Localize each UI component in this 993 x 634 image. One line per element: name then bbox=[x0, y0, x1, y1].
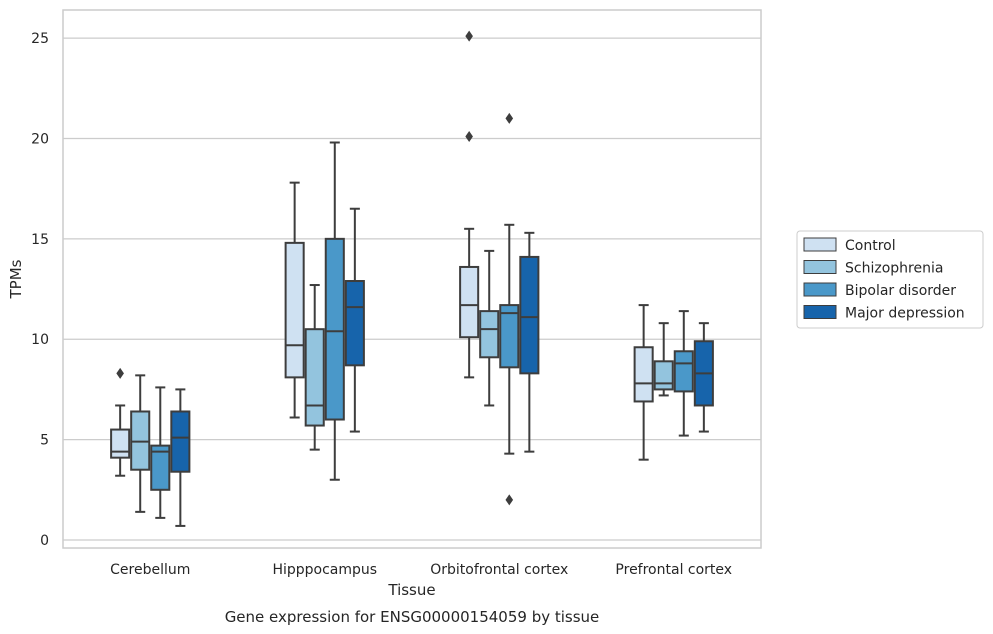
outlier-point bbox=[505, 494, 514, 506]
box-3-2 bbox=[673, 310, 694, 437]
legend-label-3: Major depression bbox=[845, 306, 965, 322]
legend-label-1: Schizophrenia bbox=[845, 261, 943, 277]
x-tick-label: Hipppocampus bbox=[272, 562, 377, 578]
y-tick-label: 15 bbox=[31, 232, 49, 248]
box-body bbox=[110, 428, 131, 459]
box-body bbox=[130, 410, 151, 471]
box-2-2 bbox=[499, 112, 520, 506]
tick-labels: 0 5 10 15 20 25 Cerebellum Hipppocampus Orbitofr… bbox=[31, 31, 732, 578]
box-3-3 bbox=[693, 322, 714, 433]
box-1-3 bbox=[344, 207, 365, 433]
legend-swatch-3 bbox=[803, 305, 837, 319]
box-3-1 bbox=[653, 322, 674, 397]
legend-frame bbox=[796, 230, 984, 329]
box-0-2 bbox=[150, 386, 171, 519]
box-body bbox=[170, 410, 191, 473]
y-tick-label: 5 bbox=[40, 433, 49, 449]
box-body bbox=[519, 255, 540, 375]
box-body bbox=[284, 241, 305, 379]
y-tick-label: 25 bbox=[31, 31, 49, 47]
y-tick-label: 20 bbox=[31, 131, 49, 147]
box-0-0 bbox=[110, 367, 131, 477]
y-axis-title: TPMs bbox=[7, 259, 25, 299]
box-body bbox=[459, 265, 480, 339]
box-2-0 bbox=[459, 30, 480, 379]
x-axis-title: Tissue bbox=[387, 581, 435, 599]
boxes-layer bbox=[110, 30, 714, 527]
plot-area-frame bbox=[62, 9, 762, 549]
box-2-1 bbox=[479, 249, 500, 407]
x-tick-label: Prefrontal cortex bbox=[615, 562, 732, 578]
outlier-point bbox=[465, 130, 473, 142]
box-0-3 bbox=[170, 388, 191, 527]
box-body bbox=[673, 350, 694, 393]
y-tick-label: 10 bbox=[31, 332, 49, 348]
box-body bbox=[479, 310, 500, 359]
outlier-point bbox=[505, 112, 514, 124]
outlier-point bbox=[116, 367, 124, 379]
box-body bbox=[324, 237, 345, 421]
legend: Control Schizophrenia Bipolar disorder Majo… bbox=[796, 230, 984, 329]
legend-swatch-0 bbox=[803, 237, 837, 252]
box-3-0 bbox=[633, 304, 654, 461]
chart-caption: Gene expression for ENSG00000154059 by t… bbox=[225, 608, 600, 626]
box-1-0 bbox=[284, 181, 305, 419]
box-body bbox=[344, 280, 365, 367]
box-1-1 bbox=[304, 284, 325, 451]
outlier-point bbox=[465, 30, 473, 42]
y-tick-label: 0 bbox=[40, 533, 49, 549]
box-body bbox=[304, 328, 325, 427]
legend-label-0: Control bbox=[845, 238, 896, 254]
legend-swatch-1 bbox=[803, 260, 837, 274]
box-body bbox=[499, 304, 520, 369]
box-body bbox=[150, 444, 171, 491]
box-2-3 bbox=[519, 231, 540, 453]
box-body bbox=[633, 346, 654, 403]
legend-label-2: Bipolar disorder bbox=[845, 283, 956, 299]
box-0-1 bbox=[130, 374, 151, 513]
box-1-2 bbox=[324, 141, 345, 481]
x-tick-label: Cerebellum bbox=[110, 562, 190, 578]
box-body bbox=[653, 360, 674, 391]
x-tick-label: Orbitofrontal cortex bbox=[430, 562, 568, 578]
legend-swatch-2 bbox=[803, 282, 837, 297]
